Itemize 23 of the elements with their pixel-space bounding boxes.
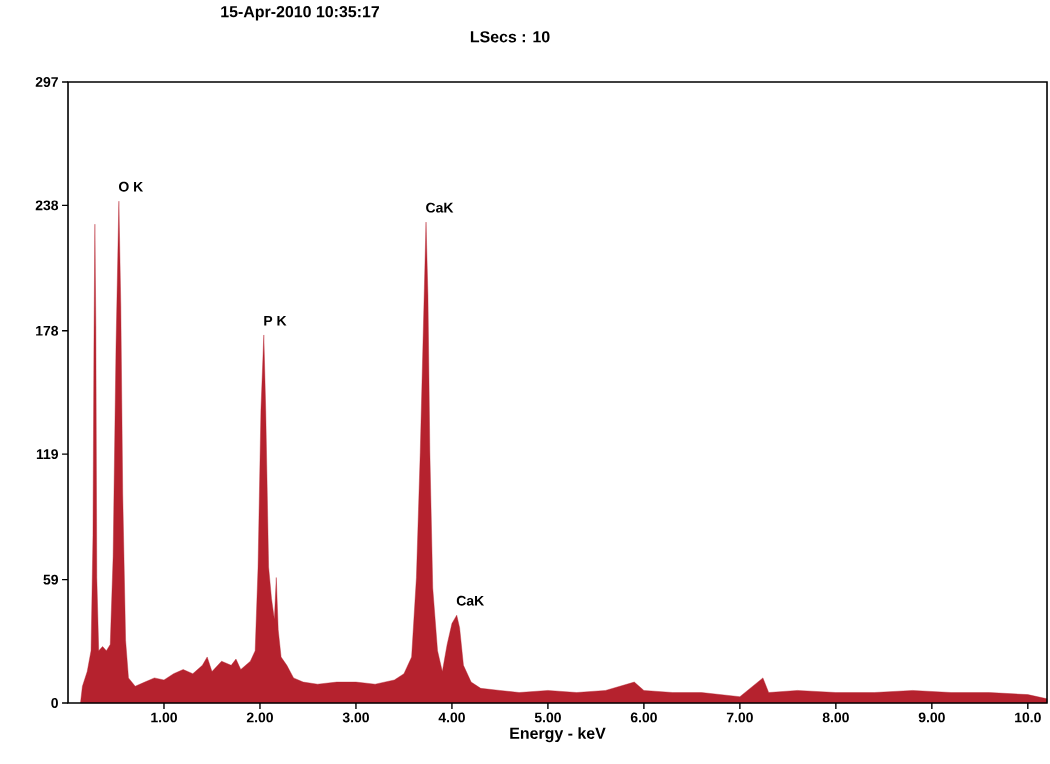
y-tick-label: 178: [36, 325, 59, 336]
x-tick-label: 2.00: [246, 712, 273, 723]
x-tick-label: 7.00: [726, 712, 753, 723]
annotation: P K: [264, 315, 287, 326]
y-tick-label: 297: [35, 77, 58, 87]
x-tick-label: 4.00: [438, 712, 465, 723]
annotation: CaK: [426, 202, 454, 213]
annotation: O K: [118, 181, 144, 192]
chart-subtitle: LSecs : 10: [470, 31, 550, 43]
chart-title: 15-Apr-2010 10:35:17: [221, 6, 379, 21]
x-tick-label: 5.00: [534, 712, 561, 723]
annotation: CaK: [456, 595, 485, 606]
y-tick-label: 59: [43, 574, 59, 585]
x-tick-label: 6.00: [630, 712, 657, 723]
x-tick-label: 10.0: [1015, 712, 1041, 723]
x-tick-label: 1.00: [151, 712, 177, 723]
y-tick-label: 0: [51, 698, 58, 708]
x-tick-label: 3.00: [342, 712, 369, 723]
x-axis-title: Energy - keV: [510, 727, 606, 743]
y-tick-label: 238: [35, 200, 59, 211]
x-tick-label: 9.00: [918, 712, 945, 723]
y-tick-label: 119: [36, 449, 59, 460]
x-tick-label: 8.00: [822, 712, 849, 723]
